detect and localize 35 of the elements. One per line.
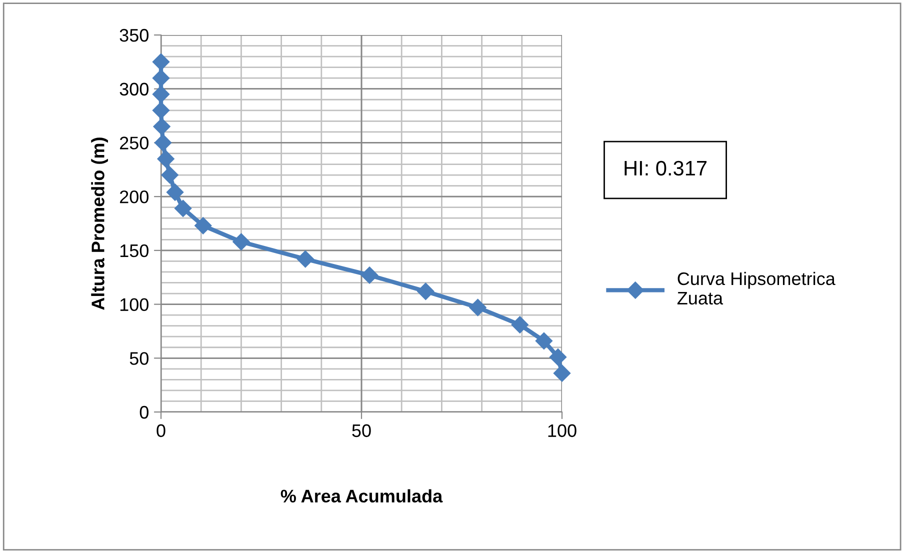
point xyxy=(535,332,553,350)
x-tick-label: 100 xyxy=(548,424,576,438)
text: HI: 0.317 xyxy=(624,160,706,176)
x-axis-title: % Area Acumulada xyxy=(280,489,443,503)
point xyxy=(152,102,170,119)
point xyxy=(296,250,314,268)
point xyxy=(232,233,250,250)
y-axis-title: Altura Promedio (m) xyxy=(91,138,108,310)
x-tick-label: 0 xyxy=(156,424,166,438)
point xyxy=(154,134,172,152)
point xyxy=(161,166,178,184)
point xyxy=(553,364,571,382)
point xyxy=(166,184,184,201)
y-tick-label: 50 xyxy=(130,352,148,365)
y-tick-label: 150 xyxy=(120,244,148,258)
point xyxy=(157,150,174,168)
point xyxy=(194,217,212,234)
point xyxy=(417,282,434,300)
y-tick-label: 250 xyxy=(120,136,148,150)
point xyxy=(152,70,170,87)
y-tick-label: 300 xyxy=(120,82,148,96)
point xyxy=(152,86,170,103)
point xyxy=(511,316,528,334)
y-tick-label: 350 xyxy=(120,28,148,42)
y-tick-label: 0 xyxy=(140,406,148,419)
point xyxy=(153,118,170,136)
point xyxy=(549,348,567,366)
point xyxy=(174,200,192,217)
legend-label: Curva Hipsometrica Zuata xyxy=(677,272,836,305)
point xyxy=(360,266,378,284)
y-tick-label: 100 xyxy=(120,298,148,312)
point xyxy=(152,53,170,70)
point xyxy=(469,298,486,316)
x-tick-label: 50 xyxy=(352,424,371,438)
y-tick-label: 200 xyxy=(120,190,148,204)
